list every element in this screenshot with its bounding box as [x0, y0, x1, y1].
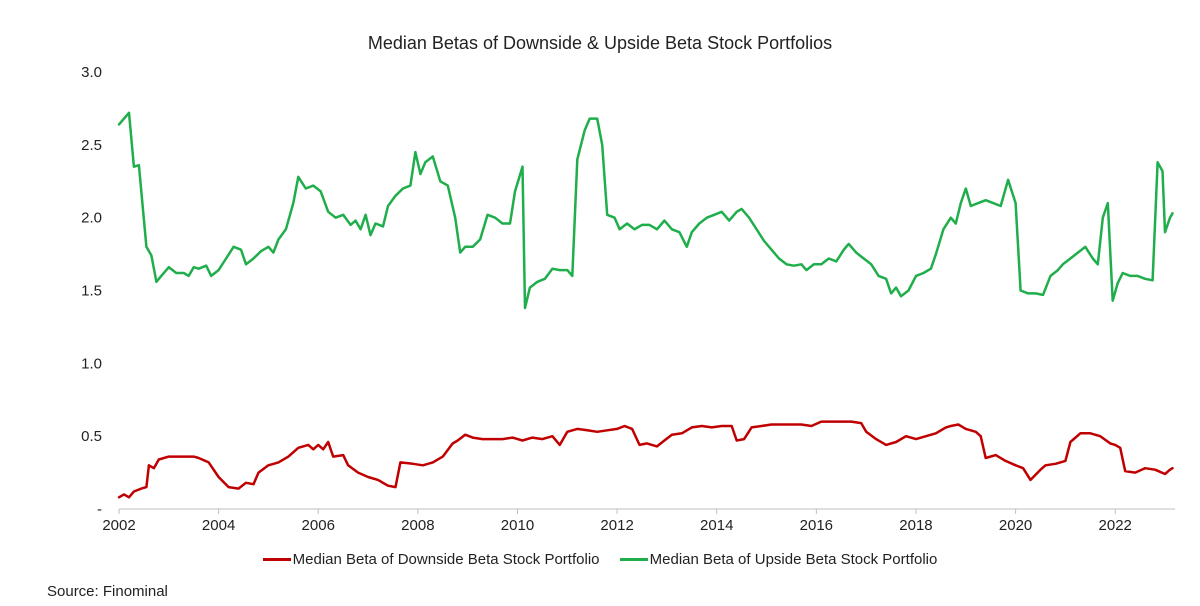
legend-label-upside: Median Beta of Upside Beta Stock Portfol…: [649, 551, 938, 568]
chart-title: Median Betas of Downside & Upside Beta S…: [367, 33, 833, 53]
x-tick-label: 2010: [501, 517, 534, 534]
x-tick-label: 2006: [302, 517, 335, 534]
y-tick-label: 3.0: [81, 64, 102, 81]
legend-item-downside: Median Beta of Downside Beta Stock Portf…: [262, 551, 600, 568]
x-tick-label: 2012: [600, 517, 633, 534]
source-note: Source: Finominal: [47, 583, 168, 600]
y-tick-label: 2.0: [81, 210, 102, 227]
y-tick-label: -: [97, 501, 102, 518]
chart-axes: 2002 2004 2006 2008 2010 2012 2014 2016 2018 2020…: [81, 64, 1175, 534]
chart-legend: Median Beta of Downside Beta Stock Portf…: [0, 548, 1200, 568]
x-tick-label: 2002: [102, 517, 135, 534]
y-tick-label: 0.5: [81, 428, 102, 445]
legend-swatch-upside: [619, 558, 648, 561]
x-tick-label: 2020: [999, 517, 1032, 534]
legend-item-upside: Median Beta of Upside Beta Stock Portfol…: [619, 551, 938, 568]
y-tick-label: 1.5: [81, 283, 102, 300]
series-line-downside: [117, 420, 1174, 499]
series-line-upside: [117, 111, 1174, 310]
chart-lines: [117, 111, 1174, 499]
legend-label-downside: Median Beta of Downside Beta Stock Portf…: [292, 551, 600, 568]
x-tick-label: 2004: [202, 517, 235, 534]
x-tick-label: 2022: [1099, 517, 1132, 534]
y-tick-label: 2.5: [81, 137, 102, 154]
y-tick-label: 1.0: [81, 355, 102, 372]
x-tick-label: 2016: [800, 517, 833, 534]
x-tick-label: 2008: [401, 517, 434, 534]
x-tick-label: 2018: [899, 517, 932, 534]
x-tick-label: 2014: [700, 517, 733, 534]
legend-swatch-downside: [262, 558, 291, 561]
